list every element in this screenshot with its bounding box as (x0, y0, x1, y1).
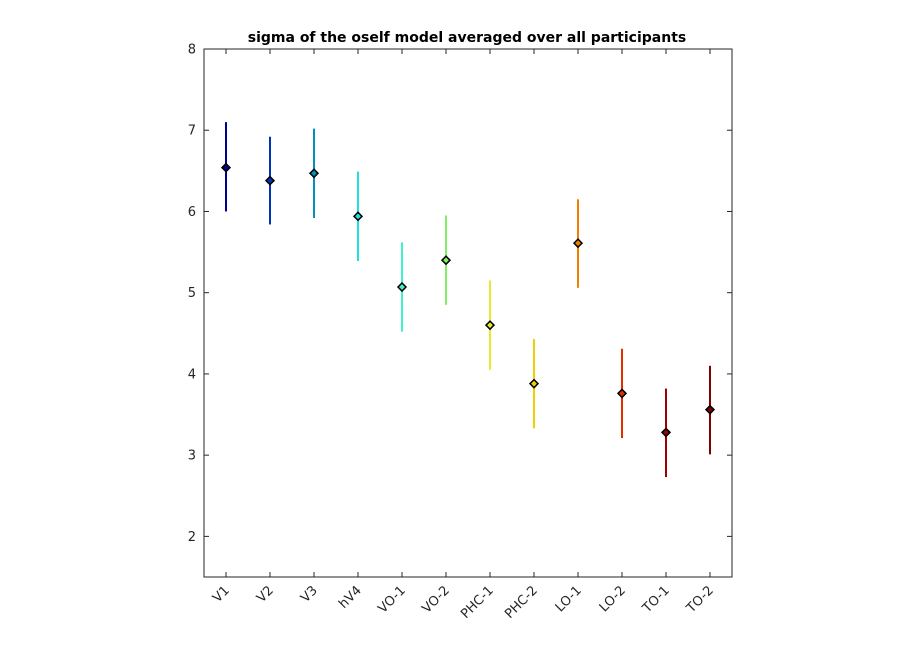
x-tick-label: PHC-1 (458, 583, 497, 622)
y-tick-label: 3 (188, 449, 196, 464)
x-tick-label: V2 (254, 583, 277, 606)
y-tick-label: 5 (188, 286, 196, 301)
x-tick-label: VO-2 (419, 583, 452, 616)
y-tick-label: 7 (188, 124, 196, 139)
x-axis: V1 V2 V3 hV4 VO-1 VO-2 PHC-1 PHC-2 LO-1 LO-2 TO-1 T… (210, 49, 717, 622)
data-point-marker (220, 162, 232, 173)
data-point-marker (352, 211, 364, 222)
x-tick-label: VO-1 (375, 583, 408, 616)
y-tick-label: 2 (188, 530, 196, 545)
chart-title: sigma of the oself model averaged over a… (248, 30, 686, 46)
y-tick-label: 8 (188, 43, 196, 58)
y-tick-label: 6 (188, 205, 196, 220)
plot-area-frame (203, 48, 733, 578)
data-point-marker (440, 255, 452, 266)
x-tick-label: PHC-2 (502, 583, 541, 622)
data-point-marker (616, 388, 628, 399)
data-point-marker (660, 427, 672, 438)
x-tick-label: V3 (298, 583, 321, 606)
y-tick-label: 4 (188, 367, 196, 382)
x-tick-label: TO-1 (639, 583, 673, 617)
data-point-marker (528, 378, 540, 389)
x-tick-label: V1 (210, 583, 233, 606)
x-tick-label: LO-1 (553, 583, 585, 615)
data-point-marker (396, 281, 408, 293)
data-series (220, 122, 716, 478)
data-point-marker (308, 168, 320, 179)
x-tick-label: TO-2 (683, 583, 717, 617)
y-axis: 2 3 4 5 6 7 8 (188, 43, 732, 545)
data-point-marker (484, 320, 496, 331)
data-point-marker (704, 404, 716, 415)
data-point-marker (264, 175, 276, 186)
x-tick-label: LO-2 (597, 583, 629, 615)
x-tick-label: hV4 (336, 583, 365, 612)
data-point-marker (572, 238, 584, 249)
